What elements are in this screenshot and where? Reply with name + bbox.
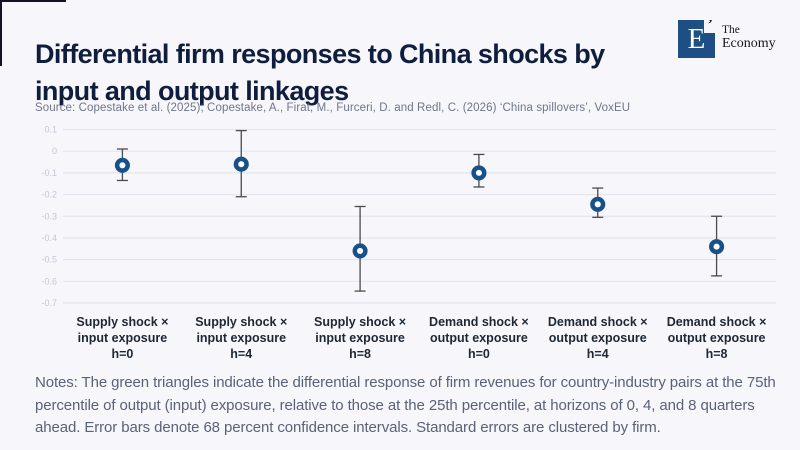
category-label: Demand shock × output exposure h=0 bbox=[419, 314, 538, 362]
y-tick-label: -0.7 bbox=[41, 298, 57, 308]
y-tick-label: -0.4 bbox=[41, 233, 57, 243]
category-label-line: output exposure bbox=[429, 331, 528, 345]
logo-word-economy: Economy bbox=[722, 36, 776, 51]
y-tick-label: -0.6 bbox=[41, 276, 57, 286]
category-label-line: Demand shock × bbox=[666, 315, 767, 329]
category-label-line: Supply shock × bbox=[195, 315, 288, 329]
category-label-line: Supply shock × bbox=[314, 315, 407, 329]
marker-open-circle bbox=[352, 243, 368, 259]
category-label-line: input exposure bbox=[77, 331, 168, 345]
category-label-line: Supply shock × bbox=[76, 315, 169, 329]
marker-open-circle bbox=[709, 239, 725, 255]
y-tick-label: -0.5 bbox=[41, 255, 57, 265]
category-label-line: h=8 bbox=[349, 347, 372, 361]
source-caption: Source: Copestake et al. (2025); Copesta… bbox=[35, 102, 631, 114]
logo-mark: E ’ bbox=[678, 20, 715, 58]
y-tick-label: 0 bbox=[52, 146, 57, 156]
screenshot-edge-artifact bbox=[0, 0, 2, 66]
category-label-line: h=8 bbox=[705, 347, 728, 361]
page-title-line1: Differential firm responses to China sho… bbox=[35, 39, 605, 70]
category-label-line: output exposure bbox=[667, 331, 766, 345]
logo-wordmark: The Economy bbox=[722, 24, 776, 51]
category-label: Supply shock × input exposure h=4 bbox=[182, 314, 301, 362]
category-label-line: h=0 bbox=[111, 347, 134, 361]
category-label-line: Demand shock × bbox=[547, 315, 648, 329]
category-label-line: input exposure bbox=[315, 331, 405, 345]
y-tick-label: -0.1 bbox=[41, 168, 57, 178]
logo-accent-icon: ’ bbox=[707, 20, 713, 33]
logo-letter: E bbox=[687, 23, 706, 55]
category-label-line: input exposure bbox=[196, 331, 287, 345]
marker-open-circle bbox=[471, 165, 487, 181]
y-tick-label: -0.2 bbox=[41, 190, 57, 200]
category-label-line: output exposure bbox=[548, 331, 647, 345]
error-bar-chart: 0.1 0 -0.1 -0.2 -0.3 -0.4 -0.5 -0.6 -0.7 bbox=[41, 125, 776, 309]
notes-caption: Notes: The green triangles indicate the … bbox=[35, 374, 776, 436]
category-label-line: h=0 bbox=[467, 347, 490, 361]
y-gridlines bbox=[63, 128, 776, 304]
marker-open-circle bbox=[233, 156, 249, 172]
the-economy-logo: E ’ The Economy bbox=[678, 20, 776, 58]
category-label: Demand shock × output exposure h=4 bbox=[538, 314, 657, 362]
marker-open-circle bbox=[590, 196, 606, 212]
logo-word-the: The bbox=[722, 24, 740, 36]
y-tick-label: 0.1 bbox=[44, 125, 57, 135]
page-title-line2: input and output linkages bbox=[35, 76, 349, 107]
category-label-line: Demand shock × bbox=[429, 315, 529, 329]
x-axis-category-labels: Supply shock × input exposure h=0 Supply sh… bbox=[63, 314, 776, 362]
y-tick-labels: 0.1 0 -0.1 -0.2 -0.3 -0.4 -0.5 -0.6 -0.7 bbox=[41, 125, 57, 309]
screenshot-edge-artifact bbox=[0, 0, 66, 2]
page-title: Differential firm responses to China sho… bbox=[35, 36, 605, 110]
y-tick-label: -0.3 bbox=[41, 211, 57, 221]
category-label: Supply shock × input exposure h=0 bbox=[63, 314, 182, 362]
category-label: Demand shock × output exposure h=8 bbox=[657, 314, 776, 362]
logo-notch: ’ bbox=[704, 20, 715, 33]
category-label-line: h=4 bbox=[586, 347, 609, 361]
marker-open-circle bbox=[114, 157, 130, 173]
category-label: Supply shock × input exposure h=8 bbox=[301, 314, 420, 362]
category-label-line: h=4 bbox=[230, 347, 253, 361]
